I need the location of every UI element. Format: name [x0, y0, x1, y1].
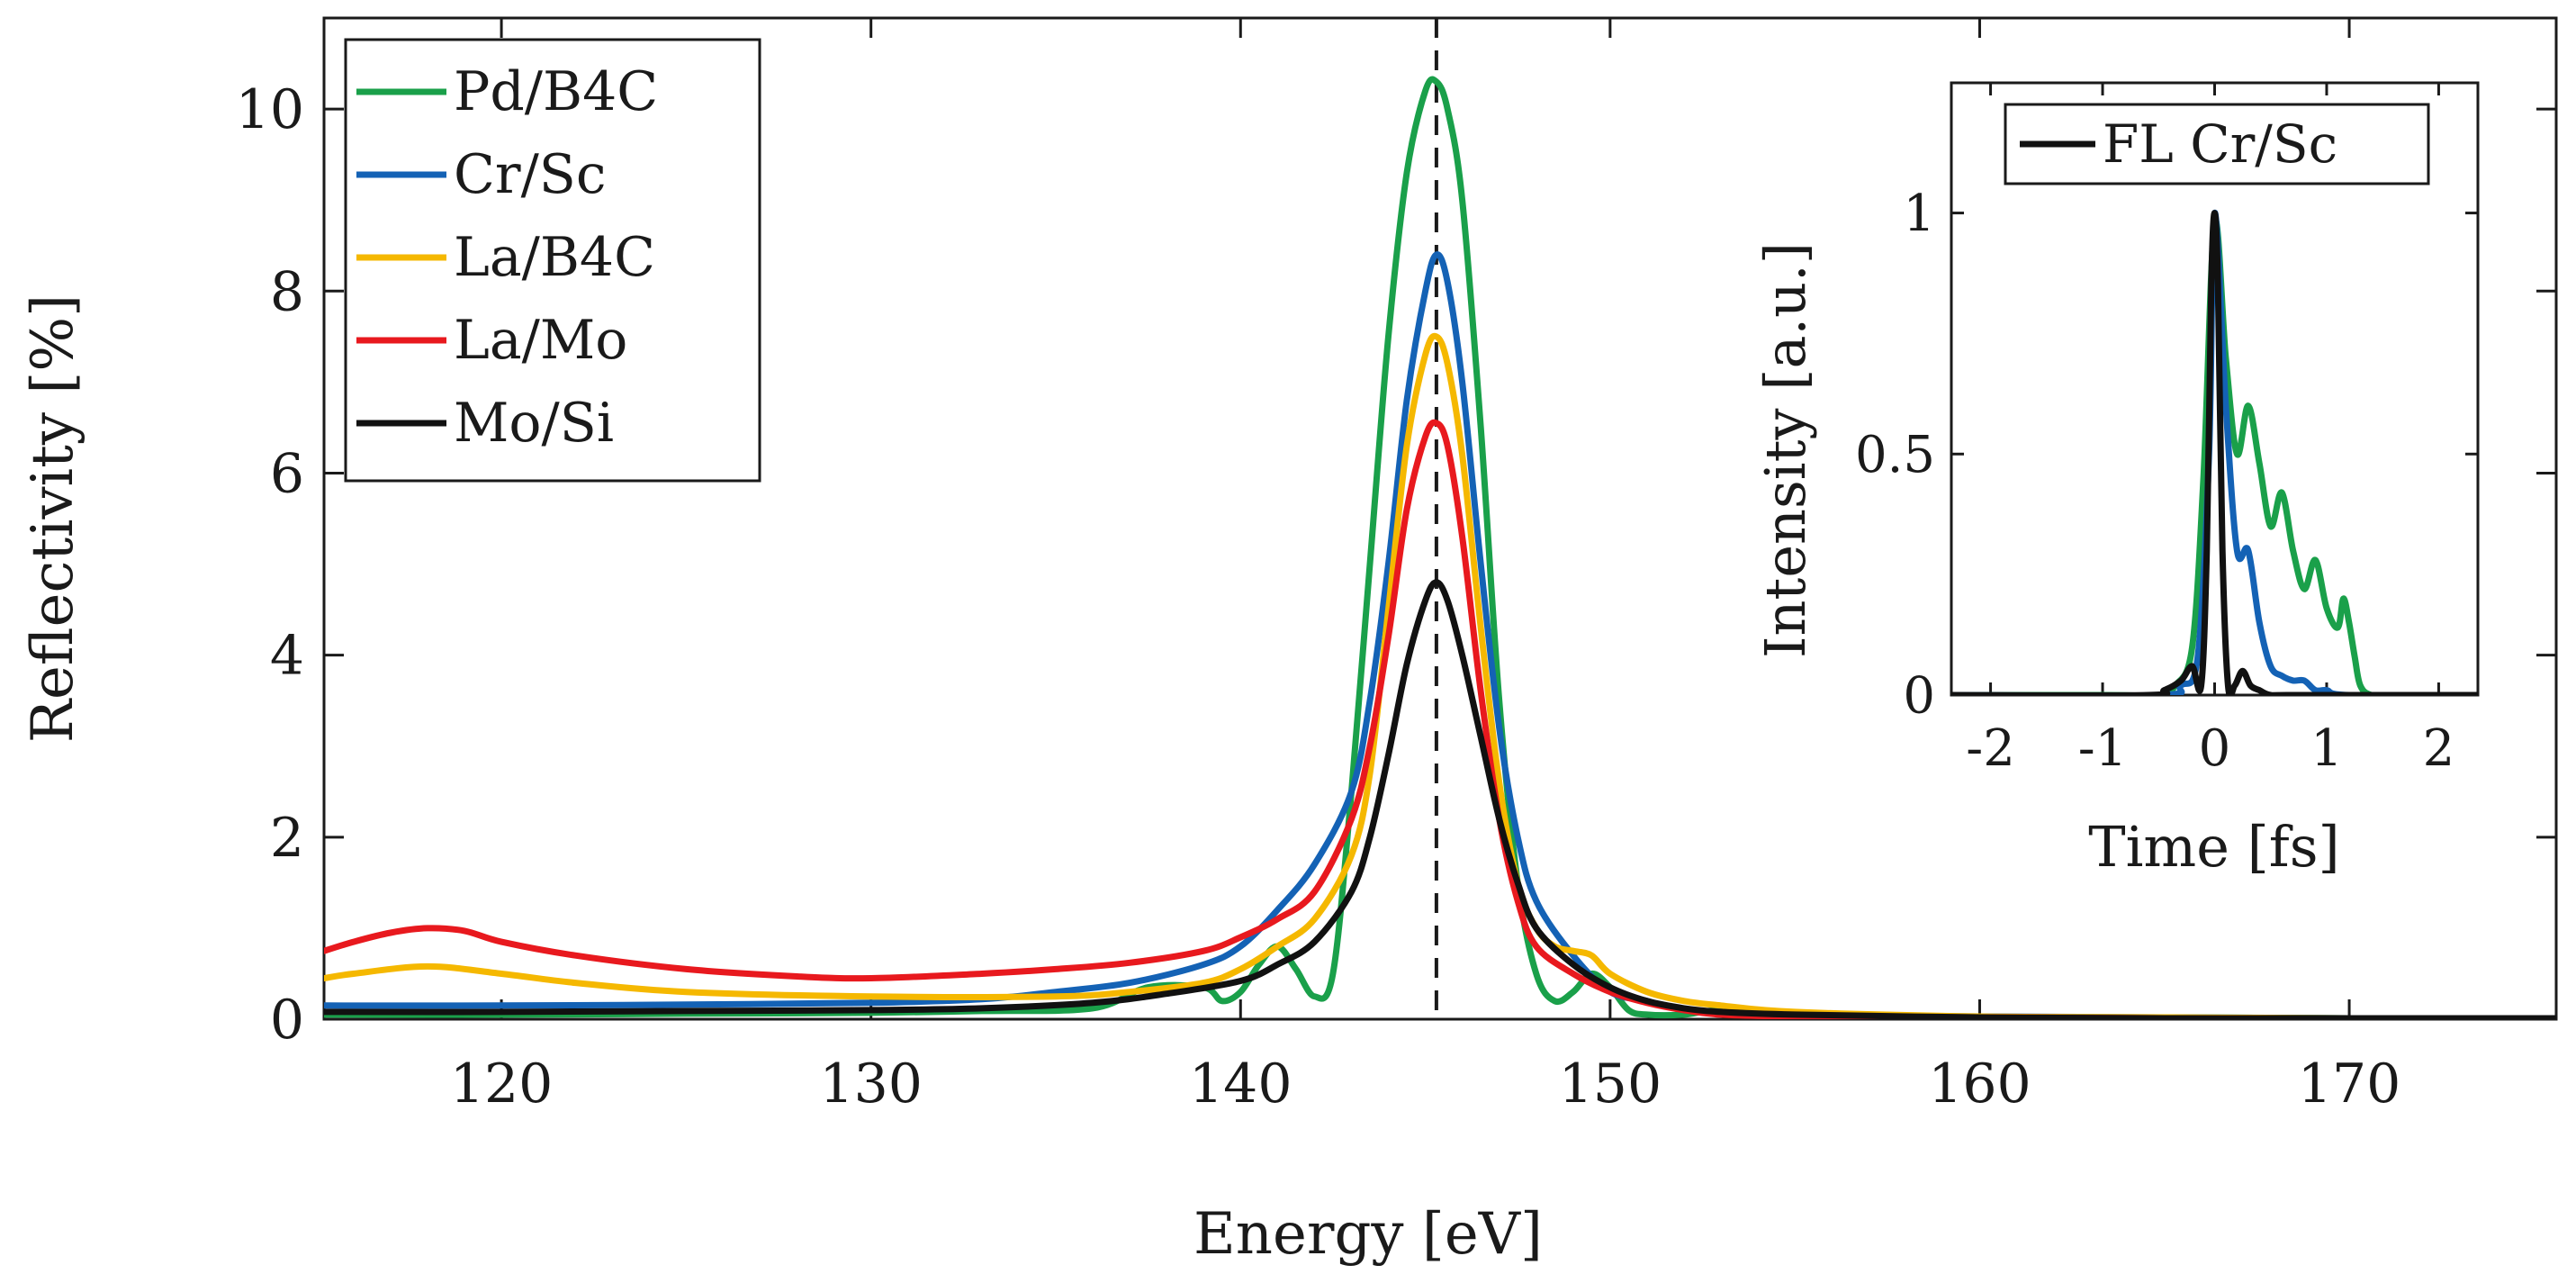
main-xtick-label: 160 — [1928, 1053, 2031, 1116]
main-ytick-label: 4 — [270, 625, 304, 688]
series-line-pd-b4c-pulse — [1951, 217, 2478, 695]
main-series — [324, 76, 2556, 1019]
inset-xtick-label: 2 — [2423, 719, 2455, 778]
main-ytick-label: 6 — [270, 442, 304, 505]
legend-label-cr-sc: Cr/Sc — [454, 143, 607, 206]
main-xtick-label: 140 — [1189, 1053, 1293, 1116]
series-line-la-b4c — [324, 332, 2556, 1019]
legend-label-pd-b4c: Pd/B4C — [454, 60, 658, 123]
inset-ytick-label: 0 — [1903, 667, 1935, 726]
inset-xtick-label: 0 — [2199, 719, 2231, 778]
inset-legend: FL Cr/Sc — [2004, 103, 2430, 185]
main-ylabel: Reflectivity [%] — [20, 294, 86, 743]
legend-label-mo-si: Mo/Si — [454, 392, 614, 455]
main-ytick-label: 8 — [270, 260, 304, 323]
inset-ytick-label: 1 — [1903, 185, 1935, 243]
series-line-mo-si — [324, 579, 2556, 1019]
inset-xtick-label: -2 — [1966, 719, 2015, 778]
series-line-fl-cr-sc — [1951, 210, 2478, 695]
legend-label-fl-cr-sc: FL Cr/Sc — [2103, 113, 2337, 175]
inset-ylabel: Intensity [a.u.] — [1752, 242, 1818, 658]
inset-xlabel: Time [fs] — [2088, 814, 2340, 880]
inset-xtick-label: 1 — [2310, 719, 2343, 778]
legend-label-la-mo: La/Mo — [454, 309, 627, 372]
main-ytick-label: 0 — [270, 989, 304, 1052]
main-ytick-label: 10 — [236, 78, 304, 141]
inset-xtick-label: -1 — [2078, 719, 2128, 778]
inset-ticks: -2 -1 0 1 2 0 0.5 1 — [1855, 83, 2478, 778]
main-xtick-label: 130 — [819, 1053, 923, 1116]
main-xtick-label: 150 — [1559, 1053, 1662, 1116]
inset-chart: -2 -1 0 1 200.51 Time [fs] Intensity [a.u.] … — [1728, 74, 2484, 929]
legend-label-la-b4c: La/B4C — [454, 226, 655, 289]
main-plot-frame — [322, 16, 2558, 1021]
inset-ytick-label: 0.5 — [1855, 426, 1935, 484]
main-legend: Pd/B4C Cr/Sc La/B4C La/Mo Mo/Si — [344, 38, 761, 483]
main-xtick-label: 120 — [450, 1053, 554, 1116]
main-xtick-label: 170 — [2298, 1053, 2401, 1116]
inset-background — [1728, 74, 2484, 929]
inset-series — [1951, 210, 2478, 695]
main-ytick-label: 2 — [270, 807, 304, 870]
main-xlabel: Energy [eV] — [1193, 1201, 1543, 1268]
